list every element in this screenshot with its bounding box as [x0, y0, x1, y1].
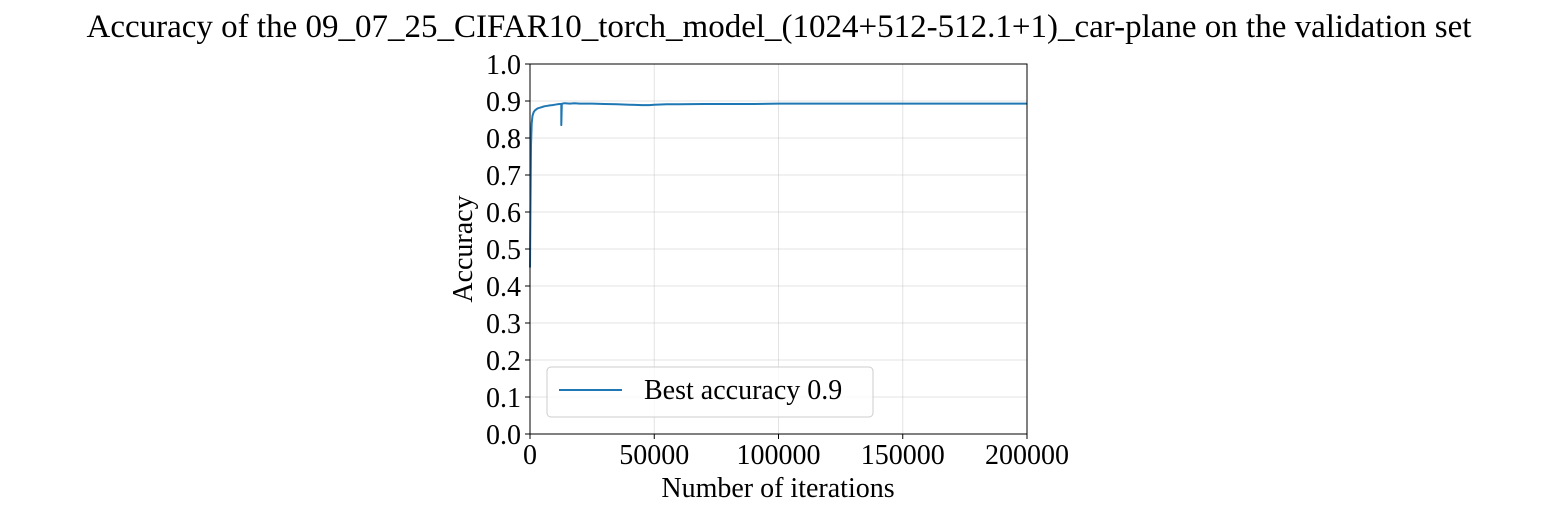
- y-tick-label: 0.6: [486, 198, 521, 229]
- x-tick-label: 200000: [985, 440, 1069, 471]
- x-tick-label: 0: [523, 440, 537, 471]
- legend-box: [546, 366, 874, 418]
- series-layer: [529, 102, 1027, 268]
- chart-title: Accuracy of the 09_07_25_CIFAR10_torch_m…: [87, 9, 1472, 45]
- y-tick-label: 0.0: [486, 420, 521, 451]
- y-tick-label: 0.2: [486, 346, 521, 377]
- y-axis-ticks: 0.0 0.1 0.2 0.3 0.4 0.5 0.6 0.7 0.8 0.9 1.0: [486, 50, 530, 451]
- legend-label: Best accuracy 0.9: [644, 375, 842, 406]
- y-tick-label: 0.5: [486, 235, 521, 266]
- x-tick-label: 50000: [619, 440, 689, 471]
- y-tick-label: 1.0: [486, 50, 521, 81]
- y-tick-label: 0.1: [486, 383, 521, 414]
- x-tick-label: 150000: [861, 440, 945, 471]
- y-tick-label: 0.3: [486, 309, 521, 340]
- series-line: [529, 102, 1027, 268]
- grid: [529, 63, 1028, 435]
- x-axis-label: Number of iterations: [661, 473, 894, 504]
- x-tick-label: 100000: [737, 440, 821, 471]
- legend: Best accuracy 0.9: [546, 366, 874, 418]
- x-axis-ticks: 0 50000 100000 150000 200000: [523, 434, 1069, 471]
- y-axis-label: Accuracy: [448, 195, 479, 302]
- y-tick-label: 0.9: [486, 87, 521, 118]
- y-tick-label: 0.4: [486, 272, 521, 303]
- y-tick-label: 0.7: [486, 161, 521, 192]
- y-tick-label: 0.8: [486, 124, 521, 155]
